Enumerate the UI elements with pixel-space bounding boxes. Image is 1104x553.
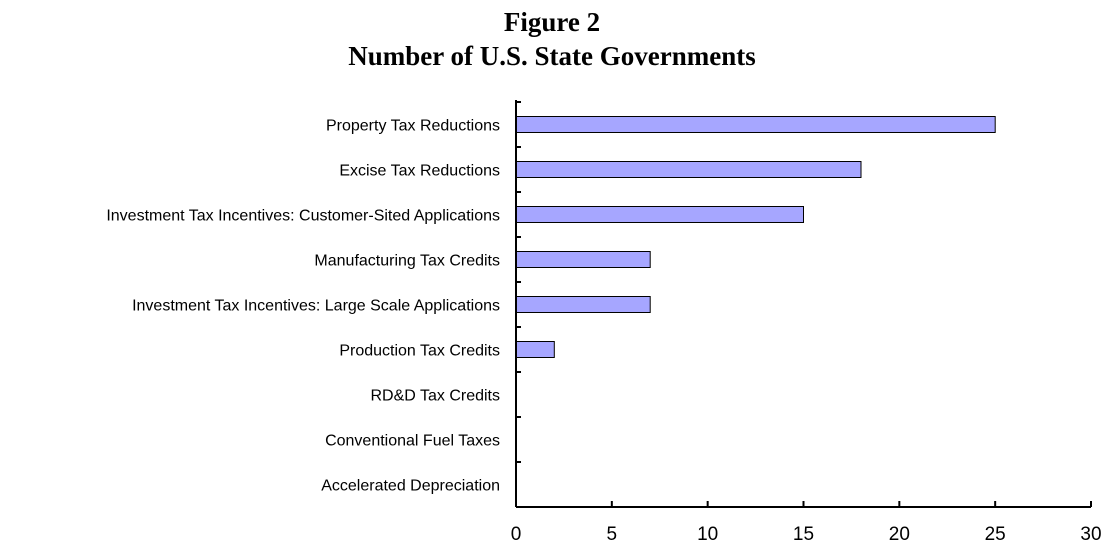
bar (515, 116, 996, 133)
x-tick-label: 0 (511, 524, 522, 545)
x-tick-label: 30 (1080, 524, 1101, 545)
category-label: Production Tax Credits (339, 343, 500, 360)
category-label: Property Tax Reductions (326, 118, 500, 135)
bar (515, 251, 651, 268)
x-tick-labels-group: 0 5 10 15 20 25 30 (511, 524, 1102, 545)
bar (515, 161, 862, 178)
category-label: Accelerated Depreciation (321, 478, 500, 495)
category-label: Conventional Fuel Taxes (325, 433, 500, 450)
bar (515, 341, 555, 358)
x-tick-label: 10 (697, 524, 718, 545)
category-label: Excise Tax Reductions (339, 163, 500, 180)
axes-group (515, 100, 1092, 508)
chart-title-line-1: Figure 2 (503, 7, 601, 37)
chart-title-line-2: Number of U.S. State Governments (348, 41, 756, 71)
bar (515, 296, 651, 313)
bars-group (515, 116, 996, 358)
category-label: RD&D Tax Credits (370, 388, 500, 405)
x-tick-label: 20 (889, 524, 910, 545)
bar (515, 206, 804, 223)
category-label: Manufacturing Tax Credits (314, 253, 500, 270)
x-tick-label: 15 (793, 524, 814, 545)
category-label: Investment Tax Incentives: Large Scale A… (132, 298, 500, 315)
category-label: Investment Tax Incentives: Customer-Site… (106, 208, 500, 225)
x-tick-label: 5 (607, 524, 618, 545)
category-labels-group: Property Tax Reductions Excise Tax Reduct… (106, 118, 500, 495)
x-tick-label: 25 (985, 524, 1006, 545)
